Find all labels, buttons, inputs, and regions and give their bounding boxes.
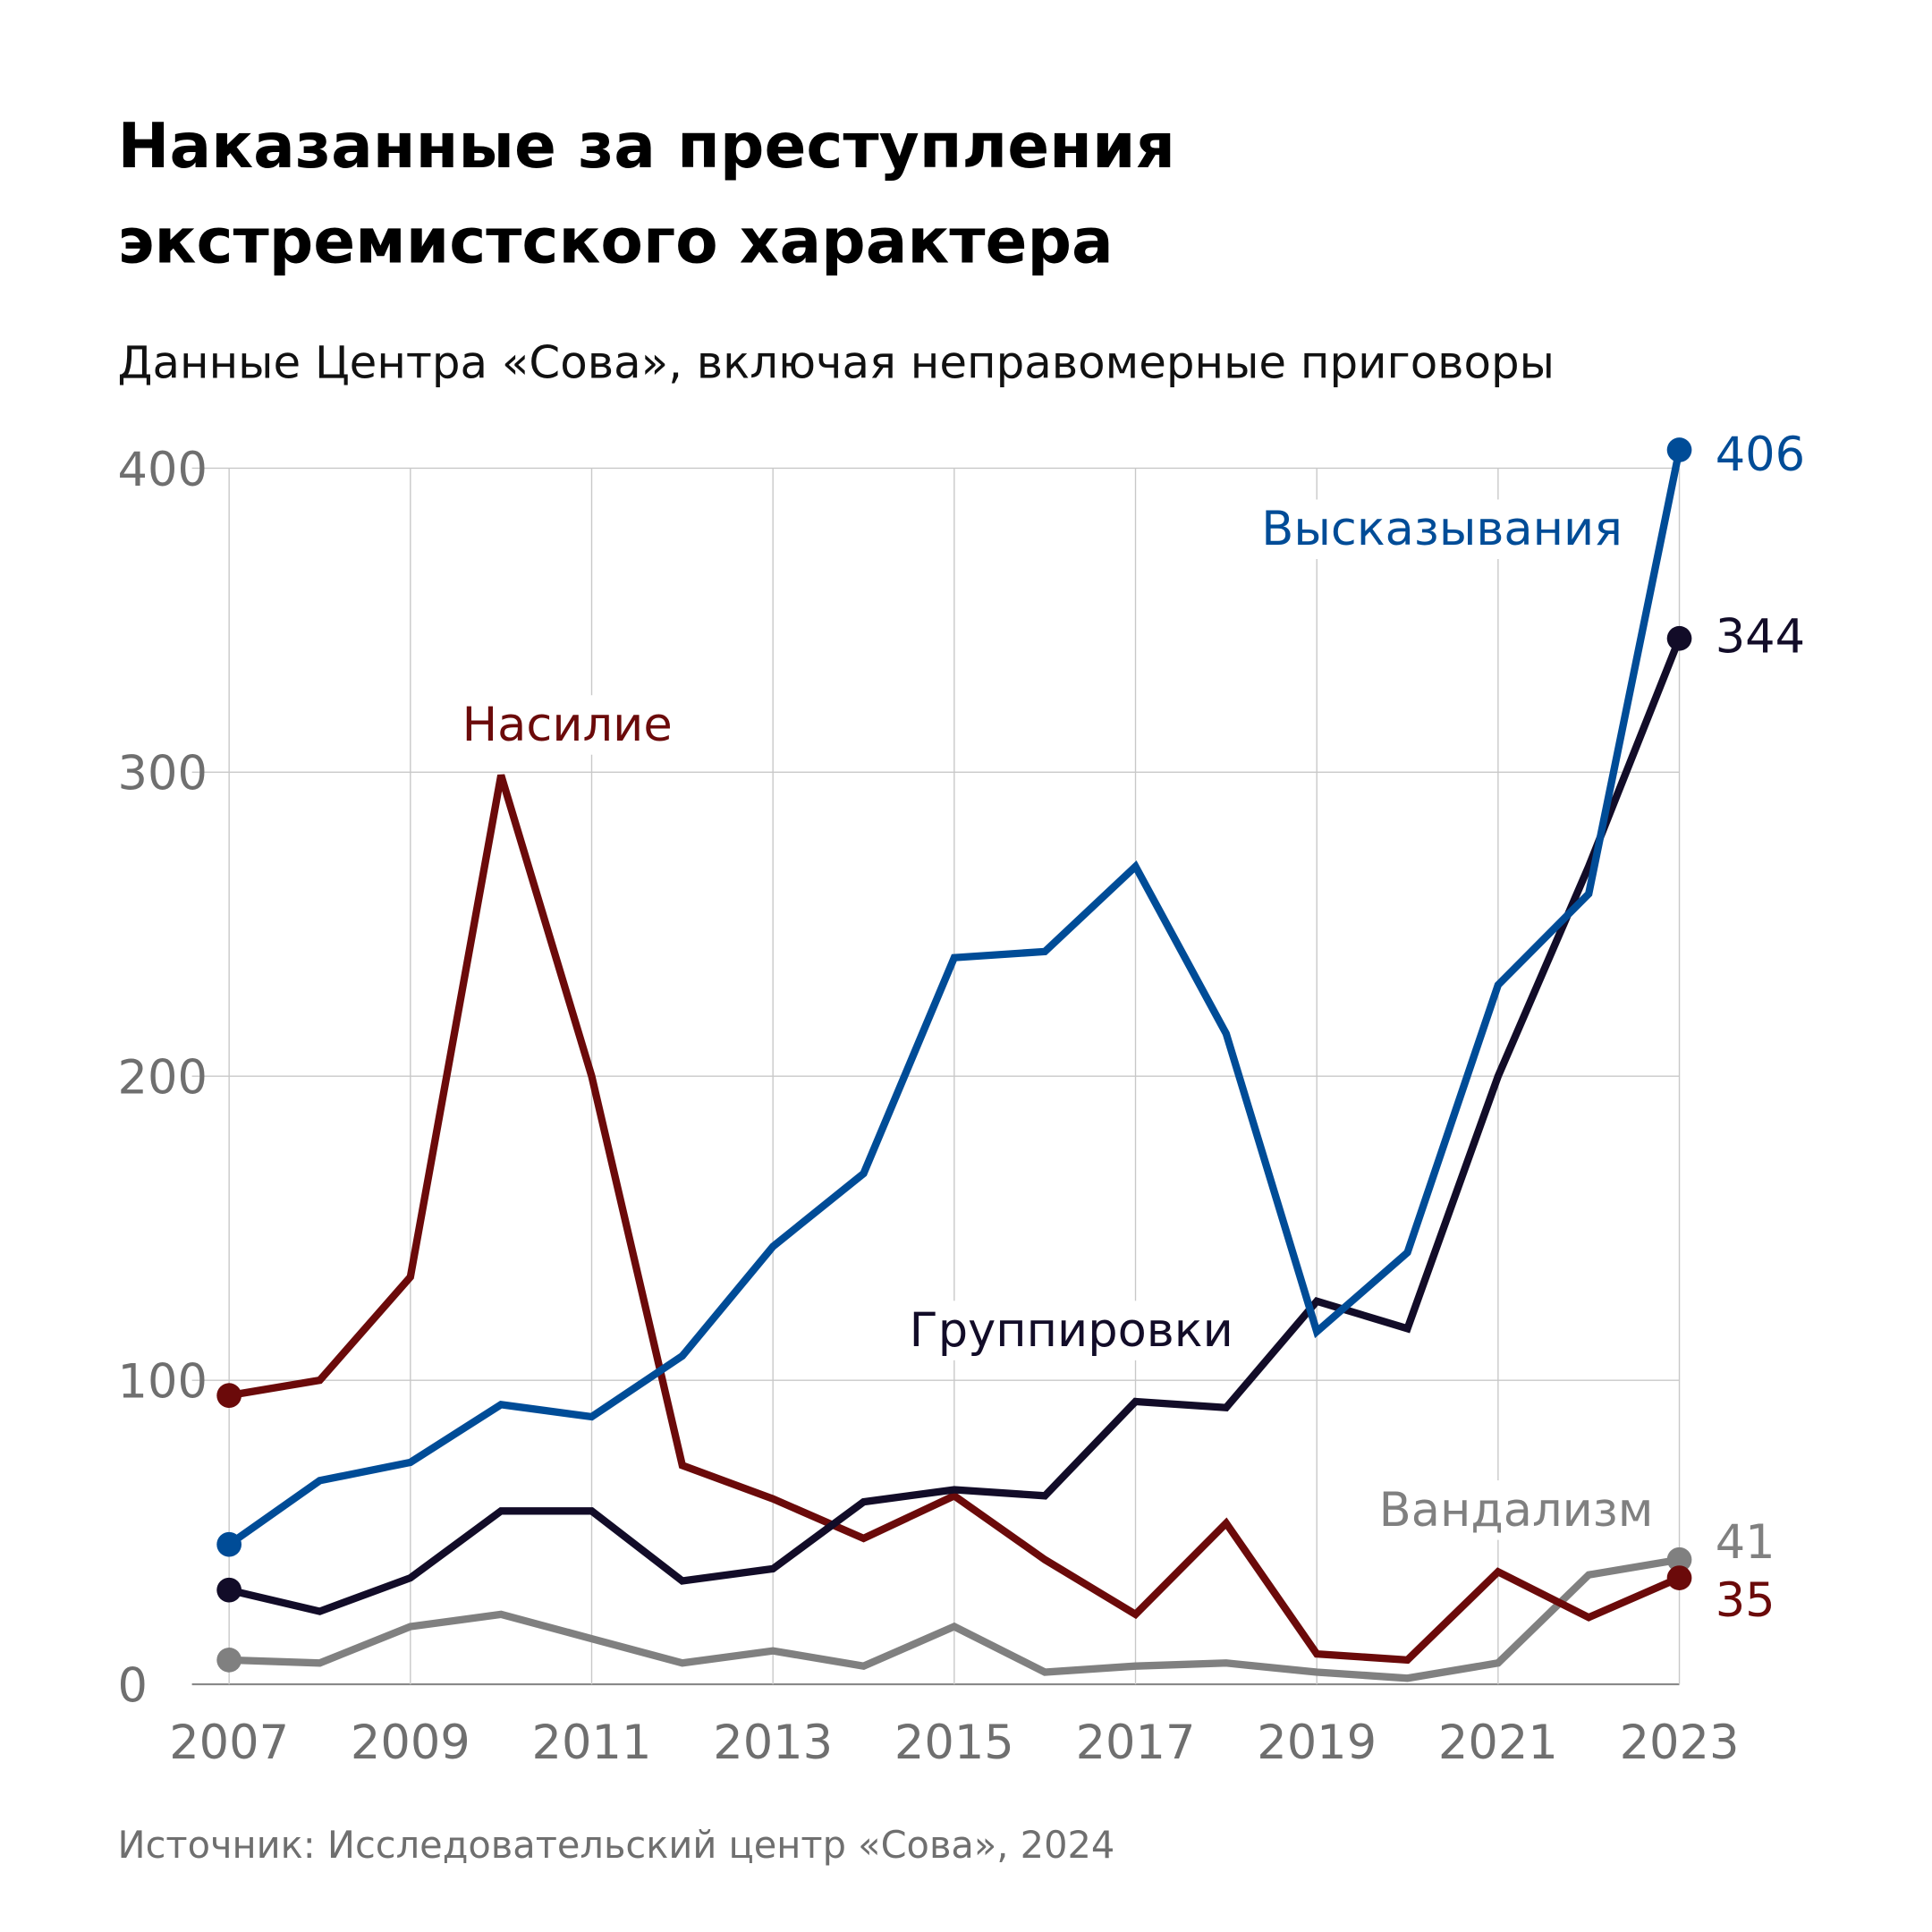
series-label-background bbox=[1253, 499, 1631, 559]
start-point-marker bbox=[216, 1531, 242, 1557]
end-value-label: 35 bbox=[1716, 1573, 1775, 1628]
chart-title-line-1: Наказанные за преступления bbox=[118, 111, 1175, 182]
chart-title-line-2: экстремистского характера bbox=[118, 207, 1114, 278]
series-line bbox=[229, 1555, 1681, 1682]
y-tick-label: 400 bbox=[118, 443, 208, 497]
x-tick-label: 2009 bbox=[351, 1716, 470, 1770]
series-label-background bbox=[902, 1301, 1241, 1360]
y-tick-label: 0 bbox=[118, 1658, 148, 1713]
axes: 0 100 200 300 400 2007 2009 2011 2013 2015 2017 201… bbox=[118, 443, 1740, 1770]
x-tick-label: 2015 bbox=[894, 1716, 1014, 1770]
series-labels: 41 Вандализм 35 Насилие 344 Группировки 406 Выс… bbox=[454, 428, 1805, 1628]
end-point-marker bbox=[1666, 625, 1692, 651]
series-line bbox=[226, 449, 1683, 1548]
y-tick-label: 200 bbox=[118, 1051, 208, 1106]
start-point-marker bbox=[216, 1577, 242, 1603]
x-tick-label: 2019 bbox=[1257, 1716, 1377, 1770]
y-tick-label: 300 bbox=[118, 747, 208, 801]
series-label: Насилие bbox=[462, 698, 673, 752]
x-tick-label: 2013 bbox=[713, 1716, 833, 1770]
x-tick-label: 2023 bbox=[1620, 1716, 1740, 1770]
series-label: Вандализм bbox=[1379, 1483, 1654, 1538]
series-line bbox=[228, 774, 1682, 1665]
end-value-label: 344 bbox=[1716, 610, 1805, 665]
end-point-marker bbox=[1666, 1546, 1692, 1572]
source-note: Источник: Исследовательский центр «Сова»… bbox=[118, 1823, 1115, 1867]
end-value-label: 406 bbox=[1716, 428, 1805, 482]
x-tick-label: 2021 bbox=[1438, 1716, 1558, 1770]
series-label: Группировки bbox=[910, 1303, 1233, 1358]
series-line bbox=[228, 637, 1683, 1615]
x-tick-label: 2007 bbox=[169, 1716, 289, 1770]
start-point-marker bbox=[216, 1383, 242, 1408]
x-tick-label: 2011 bbox=[532, 1716, 652, 1770]
series-label-background bbox=[454, 695, 681, 755]
chart-subtitle: Данные Центра «Сова», включая неправомер… bbox=[118, 336, 1555, 388]
series-label: Высказывания bbox=[1261, 502, 1623, 556]
end-point-marker bbox=[1666, 437, 1692, 462]
y-tick-label: 100 bbox=[118, 1355, 208, 1410]
end-point-marker bbox=[1666, 1565, 1692, 1590]
series-lines bbox=[216, 437, 1692, 1682]
x-tick-label: 2017 bbox=[1076, 1716, 1196, 1770]
series-label-background bbox=[1371, 1480, 1661, 1540]
start-point-marker bbox=[216, 1648, 242, 1673]
end-value-label: 41 bbox=[1716, 1515, 1775, 1570]
